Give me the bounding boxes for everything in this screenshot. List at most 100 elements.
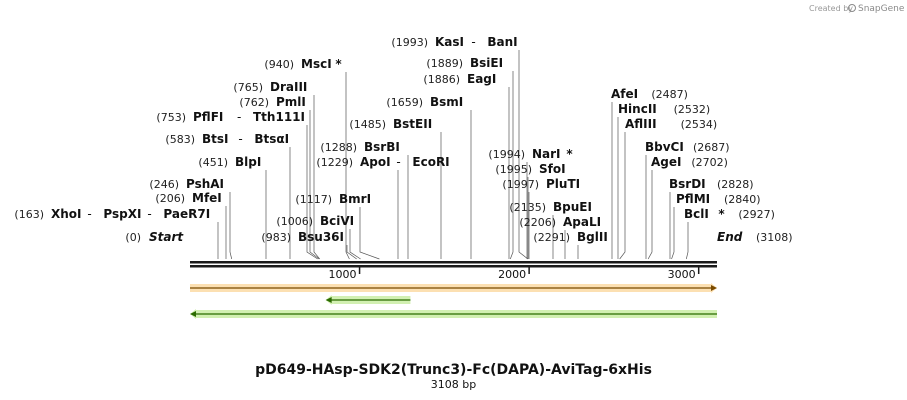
site-label[interactable]: (753) PflFI - Tth111I bbox=[156, 110, 305, 124]
site-position: (2206) bbox=[519, 216, 556, 229]
enzyme-separator: - bbox=[471, 35, 475, 49]
site-line bbox=[518, 50, 529, 260]
site-position: (1117) bbox=[295, 193, 332, 206]
enzyme-name: XhoI bbox=[51, 207, 82, 221]
end-boundary: End (3108) bbox=[717, 230, 793, 244]
enzyme-name: NarI bbox=[532, 147, 561, 161]
enzyme-name: PshAI bbox=[186, 177, 224, 191]
enzyme-name: BglII bbox=[577, 230, 608, 244]
methylation-star: * bbox=[718, 207, 725, 221]
site-label[interactable]: (2206) ApaLI bbox=[519, 215, 601, 229]
site-line bbox=[349, 229, 361, 260]
site-label[interactable]: (451) BlpI bbox=[198, 155, 261, 169]
site-label[interactable]: (2534) AflIII bbox=[625, 117, 717, 131]
backbone-top-strand bbox=[190, 261, 717, 264]
enzyme-separator: - bbox=[238, 132, 242, 146]
enzyme-name: BpuEI bbox=[553, 200, 592, 214]
backbone bbox=[190, 261, 717, 268]
site-label[interactable]: (762) PmlI bbox=[239, 95, 305, 109]
ruler: 1000 2000 3000 bbox=[329, 266, 700, 281]
site-label[interactable]: (1117) BmrI bbox=[295, 192, 371, 206]
site-label[interactable]: (1889) BsiEI bbox=[426, 56, 503, 70]
site-position: (1006) bbox=[276, 215, 313, 228]
site-label[interactable]: (1886) EagI bbox=[423, 72, 496, 86]
site-position: (2927) bbox=[738, 208, 775, 221]
site-label[interactable]: (1006) BciVI bbox=[276, 214, 354, 228]
site-line bbox=[229, 192, 233, 260]
site-label[interactable]: (2702) AgeI bbox=[651, 155, 728, 169]
enzyme-name: BanI bbox=[487, 35, 517, 49]
site-label[interactable]: (2687) BbvCI bbox=[645, 140, 730, 154]
site-position: (983) bbox=[261, 231, 291, 244]
site-labels: (163) XhoI - PspXI - PaeR7I(206) MfeI(246) PshA… bbox=[14, 35, 775, 244]
credit-prefix: Created by bbox=[809, 4, 853, 13]
site-position: (2534) bbox=[681, 118, 718, 131]
enzyme-name: BciVI bbox=[320, 214, 354, 228]
site-label[interactable]: (583) BtsI - BtsαI bbox=[165, 132, 289, 146]
enzyme-name: Tth111I bbox=[253, 110, 305, 124]
enzyme-name: BsrBI bbox=[364, 140, 400, 154]
enzyme-name: EagI bbox=[467, 72, 496, 86]
site-position: (1995) bbox=[495, 163, 532, 176]
site-position: (1997) bbox=[502, 178, 539, 191]
plasmid-name: pD649-HAsp-SDK2(Trunc3)-Fc(DAPA)-AviTag-… bbox=[255, 362, 652, 378]
ruler-tick-label: 1000 bbox=[329, 268, 357, 281]
enzyme-name: DraIII bbox=[270, 80, 307, 94]
site-label[interactable]: (2828) BsrDI bbox=[669, 177, 754, 191]
site-label[interactable]: (1288) BsrBI bbox=[320, 140, 399, 154]
start-label: Start bbox=[149, 230, 184, 244]
enzyme-name: KasI bbox=[435, 35, 464, 49]
site-label[interactable]: (2840) PflMI bbox=[676, 192, 761, 206]
site-label[interactable]: (1229) ApoI - EcoRI bbox=[316, 155, 449, 169]
site-label[interactable]: (1485) BstEII bbox=[349, 117, 432, 131]
enzyme-name: BtsαI bbox=[254, 132, 289, 146]
site-label[interactable]: (1995) SfoI bbox=[495, 162, 565, 176]
site-position: (2687) bbox=[693, 141, 730, 154]
methylation-star: * bbox=[566, 147, 573, 161]
site-label[interactable]: (2487) AfeI bbox=[611, 87, 688, 101]
enzyme-name: ApaLI bbox=[563, 215, 601, 229]
site-label[interactable]: (246) PshAI bbox=[149, 177, 224, 191]
enzyme-name: PluTI bbox=[546, 177, 580, 191]
snapgene-logo-icon bbox=[848, 4, 856, 12]
site-position: (2487) bbox=[651, 88, 688, 101]
enzyme-name: PmlI bbox=[276, 95, 306, 109]
site-label[interactable]: (1993) KasI - BanI bbox=[391, 35, 517, 49]
enzyme-name: BtsI bbox=[202, 132, 229, 146]
site-line bbox=[346, 245, 357, 260]
site-label[interactable]: (983) Bsu36I bbox=[261, 230, 344, 244]
site-position: (451) bbox=[198, 156, 228, 169]
site-label[interactable]: (765) DraIII bbox=[233, 80, 307, 94]
enzyme-name: HincII bbox=[618, 102, 657, 116]
site-label[interactable]: (1997) PluTI bbox=[502, 177, 580, 191]
site-position: (765) bbox=[233, 81, 263, 94]
plasmid-size: 3108 bp bbox=[431, 378, 476, 391]
site-label[interactable]: (2291) BglII bbox=[533, 230, 607, 244]
enzyme-name: ApoI bbox=[360, 155, 391, 169]
site-position: (163) bbox=[14, 208, 44, 221]
site-label[interactable]: (1994) NarI * bbox=[488, 147, 573, 161]
enzyme-name: BbvCI bbox=[645, 140, 684, 154]
site-label[interactable]: (206) MfeI bbox=[155, 191, 221, 205]
site-label[interactable]: (1659) BsmI bbox=[386, 95, 463, 109]
site-label[interactable]: (940) MscI * bbox=[264, 57, 342, 71]
start-boundary: (0) Start bbox=[125, 230, 184, 244]
site-label[interactable]: (2532) HincII bbox=[618, 102, 710, 116]
enzyme-separator: - bbox=[87, 207, 91, 221]
site-label[interactable]: (2927) BclI * bbox=[684, 207, 775, 221]
site-label[interactable]: (2135) BpuEI bbox=[509, 200, 592, 214]
orange-feature-arrowhead bbox=[711, 285, 717, 291]
enzyme-name: PflMI bbox=[676, 192, 710, 206]
site-position: (753) bbox=[156, 111, 186, 124]
site-line bbox=[359, 207, 380, 260]
site-label[interactable]: (163) XhoI - PspXI - PaeR7I bbox=[14, 207, 210, 221]
enzyme-name: AflIII bbox=[625, 117, 657, 131]
site-position: (1659) bbox=[386, 96, 423, 109]
enzyme-name: AgeI bbox=[651, 155, 681, 169]
site-position: (1994) bbox=[488, 148, 525, 161]
site-line bbox=[309, 110, 320, 260]
enzyme-name: SfoI bbox=[539, 162, 566, 176]
site-position: (2702) bbox=[691, 156, 728, 169]
site-line bbox=[306, 125, 318, 260]
